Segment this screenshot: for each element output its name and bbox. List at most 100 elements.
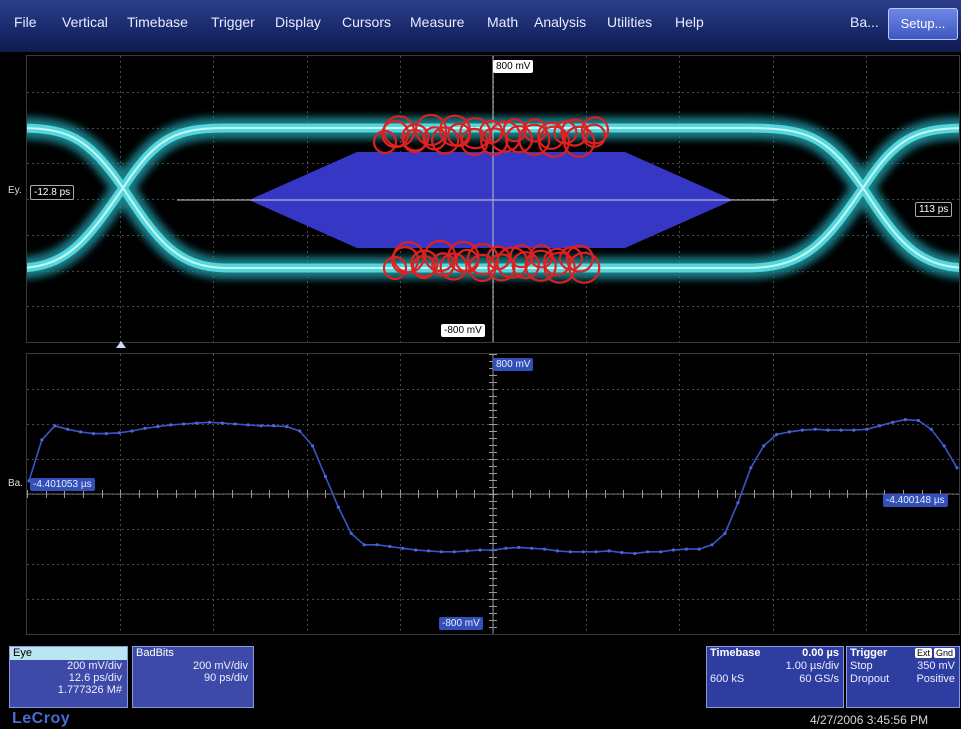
waveform-sample-point — [607, 549, 611, 553]
waveform-sample-point — [91, 432, 95, 436]
menu-help[interactable]: Help — [675, 14, 704, 30]
waveform-sample-point — [272, 424, 276, 428]
waveform-sample-point — [955, 466, 959, 470]
violation-marker — [518, 123, 551, 156]
trigger-panel[interactable]: Trigger Ext Gnd Stop 350 mV Dropout Positive — [846, 646, 960, 708]
menu-math[interactable]: Math — [487, 14, 519, 30]
waveform-sample-point — [349, 531, 353, 535]
bit-left-time: -4.401053 µs — [30, 478, 95, 491]
menu-trigger[interactable]: Trigger — [211, 14, 255, 30]
menu-file[interactable]: File — [14, 14, 37, 30]
waveform-sample-point — [246, 423, 250, 427]
badbits-trace-panel[interactable]: BadBits 200 mV/div 90 ps/div — [132, 646, 254, 708]
waveform-sample-point — [581, 550, 585, 554]
eye-trace — [27, 117, 959, 279]
waveform-sample-point — [207, 420, 211, 424]
badbits-panel-title: BadBits — [133, 647, 253, 660]
waveform-sample-point — [813, 427, 817, 431]
waveform-sample-point — [427, 549, 431, 553]
waveform-samples — [27, 418, 959, 556]
violation-marker — [487, 253, 516, 282]
waveform-sample-point — [568, 550, 572, 554]
waveform-sample-point — [710, 543, 714, 547]
waveform-sample-point — [143, 426, 147, 430]
trigger-mode: Stop — [850, 660, 873, 672]
waveform-sample-point — [671, 548, 676, 552]
violation-marker — [382, 115, 416, 148]
timestamp: 4/27/2006 3:45:56 PM — [810, 713, 929, 727]
waveform-sample-point — [826, 428, 830, 432]
waveform-sample-point — [414, 548, 418, 552]
waveform-sample-point — [787, 430, 792, 434]
waveform-sample-point — [220, 421, 224, 425]
menu-timebase[interactable]: Timebase — [127, 14, 188, 30]
waveform-sample-point — [27, 479, 31, 483]
trigger-slope: Positive — [916, 673, 955, 685]
waveform-sample-point — [233, 422, 237, 426]
waveform-sample-point — [104, 432, 108, 436]
waveform-sample-point — [504, 546, 508, 550]
waveform-sample-point — [375, 543, 379, 547]
eye-trace-panel[interactable]: Eye 200 mV/div 12.6 ps/div 1.777326 M# — [9, 646, 128, 708]
trigger-gnd-badge: Gnd — [933, 648, 955, 658]
timebase-samples: 600 kS — [710, 673, 745, 685]
waveform-sample-point — [762, 444, 766, 448]
waveform-sample-point — [517, 545, 521, 549]
trigger-level: 350 mV — [917, 660, 955, 672]
mask-violations — [372, 113, 610, 284]
violation-marker — [439, 252, 468, 281]
menu-vertical[interactable]: Vertical — [62, 14, 108, 30]
violation-marker — [401, 123, 430, 152]
violation-marker — [496, 246, 529, 279]
waveform-sample-point — [285, 425, 289, 429]
lecroy-logo: LeCroy — [12, 710, 71, 727]
waveform-sample-point — [182, 422, 186, 426]
waveform-sample-point — [749, 466, 753, 470]
ba-button[interactable]: Ba... — [850, 14, 879, 30]
timebase-panel[interactable]: Timebase 0.00 µs 1.00 µs/div 600 kS 60 GS/… — [706, 646, 844, 708]
waveform-sample-point — [723, 531, 727, 535]
setup-button[interactable]: Setup... — [888, 8, 958, 40]
waveform-sample-point — [530, 546, 534, 550]
menu-display[interactable]: Display — [275, 14, 321, 30]
eye-diagram-grid: 800 mV -800 mV -12.8 ps 113 ps — [26, 55, 960, 343]
waveform-sample-point — [491, 548, 495, 552]
violation-marker — [568, 251, 601, 284]
menu-utilities[interactable]: Utilities — [607, 14, 653, 30]
menu-bar: File Vertical Timebase Trigger Display C… — [0, 0, 961, 52]
waveform-sample-point — [259, 424, 263, 428]
waveform-sample-point — [130, 429, 134, 433]
trigger-marker[interactable] — [116, 341, 126, 348]
waveform-sample-point — [195, 421, 199, 425]
violation-marker — [455, 248, 480, 273]
trigger-type: Dropout — [850, 673, 890, 685]
waveform-sample-point — [336, 505, 340, 509]
violation-marker — [381, 119, 410, 149]
menu-analysis[interactable]: Analysis — [534, 14, 587, 30]
waveform-sample-point — [117, 431, 121, 435]
waveform-sample-point — [633, 551, 637, 556]
badbits-panel-tdiv: 90 ps/div — [203, 672, 248, 684]
violation-marker — [565, 244, 594, 273]
violation-marker — [537, 125, 571, 158]
trigger-title: Trigger — [850, 647, 888, 659]
violation-marker — [502, 118, 527, 143]
waveform-sample-point — [156, 425, 160, 429]
waveform-sample-point — [646, 550, 650, 554]
waveform-sample-point — [852, 428, 856, 432]
waveform-sample-point — [839, 428, 843, 432]
waveform-sample-point — [878, 424, 882, 428]
waveform-sample-point — [659, 550, 663, 554]
waveform-sample-point — [401, 546, 405, 550]
bit-trace-label: Ba. — [8, 478, 24, 489]
waveform-sample-point — [169, 423, 173, 427]
waveform-sample-point — [736, 501, 740, 505]
waveform-sample-point — [439, 550, 443, 554]
eye-trace-label: Ey. — [8, 185, 22, 196]
waveform-sample-point — [478, 548, 482, 552]
bit-waveform-canvas — [27, 354, 959, 634]
waveform-sample-point — [775, 432, 779, 437]
menu-cursors[interactable]: Cursors — [342, 14, 392, 30]
menu-measure[interactable]: Measure — [410, 14, 465, 30]
violation-marker — [509, 244, 534, 269]
